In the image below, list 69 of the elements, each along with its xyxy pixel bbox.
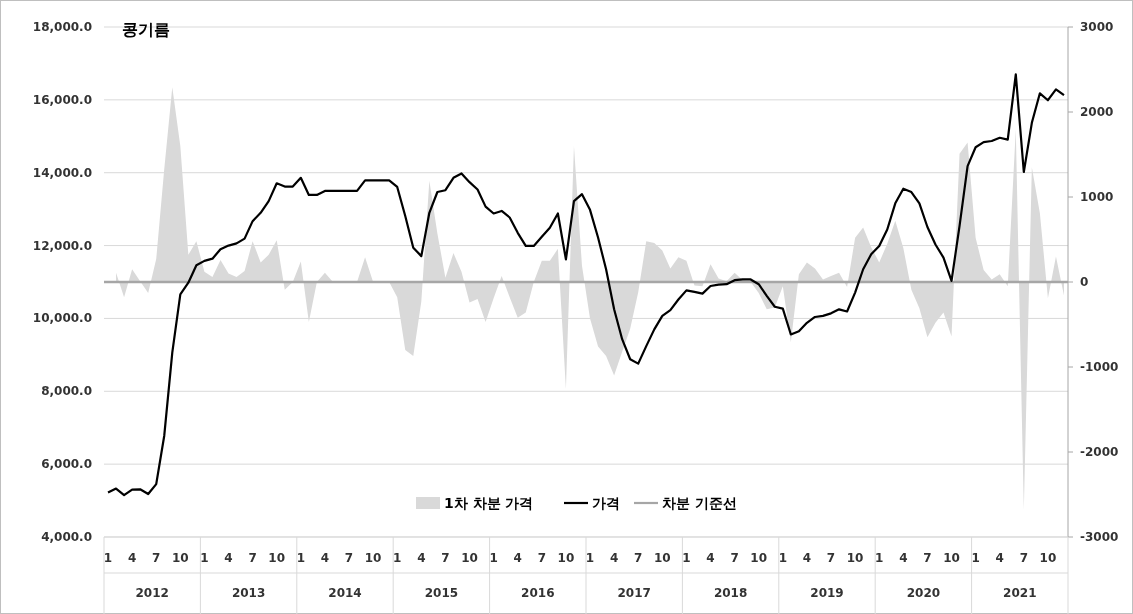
x-tick-label: 7 bbox=[248, 551, 257, 565]
x-tick-label: 1 bbox=[103, 551, 113, 565]
x-tick-label: 10 bbox=[268, 551, 286, 565]
x-tick-label: 4 bbox=[513, 551, 522, 565]
x-tick-label: 7 bbox=[826, 551, 836, 565]
x-tick-label: 1 bbox=[971, 551, 980, 565]
x-tick-label: 7 bbox=[441, 551, 450, 565]
x-tick-label: 1 bbox=[393, 551, 402, 565]
x-tick-label: 10 bbox=[171, 551, 189, 565]
x-tick-label: 7 bbox=[344, 551, 354, 565]
x-tick-label: 4 bbox=[224, 551, 233, 565]
x-tick-label: 10 bbox=[750, 551, 768, 565]
x-tick-label: 10 bbox=[653, 551, 671, 565]
y2-tick-label: 2000 bbox=[1080, 105, 1114, 119]
x-tick-label: 7 bbox=[730, 551, 739, 565]
text: 2016 bbox=[521, 586, 555, 600]
x-tick-label: 10 bbox=[943, 551, 960, 565]
y2-tick-label: 0 bbox=[1080, 275, 1089, 289]
x-tick-label: 10 bbox=[1039, 551, 1057, 565]
x-tick-label: 7 bbox=[152, 551, 161, 565]
x-tick-label: 1 bbox=[778, 551, 787, 565]
y-tick-label: 18,000.0 bbox=[32, 20, 92, 34]
y-tick-label: 8,000.0 bbox=[41, 384, 92, 399]
y2-tick-label: 1000 bbox=[1080, 190, 1114, 204]
x-tick-label: 7 bbox=[634, 551, 643, 565]
x-tick-label: 10 bbox=[461, 551, 478, 565]
y-tick-label: 4,000.0 bbox=[41, 530, 92, 544]
text: 2012 bbox=[135, 586, 169, 600]
y2-tick-label: -2000 bbox=[1080, 445, 1119, 459]
y2-tick-label: -3000 bbox=[1080, 530, 1119, 544]
x-tick-label: 4 bbox=[609, 551, 619, 565]
text: 2017 bbox=[617, 586, 651, 600]
text: 2014 bbox=[328, 586, 362, 600]
x-tick-label: 10 bbox=[557, 551, 575, 565]
x-tick-label: 1 bbox=[296, 551, 305, 565]
text: 2019 bbox=[810, 586, 844, 600]
x-tick-label: 10 bbox=[846, 551, 864, 565]
x-tick-label: 4 bbox=[899, 551, 908, 565]
y-tick-label: 6,000.0 bbox=[41, 457, 92, 472]
x-tick-label: 4 bbox=[995, 551, 1004, 565]
x-tick-label: 4 bbox=[706, 551, 715, 565]
x-tick-label: 1 bbox=[489, 551, 498, 565]
text: 2015 bbox=[424, 586, 459, 600]
x-tick-label: 10 bbox=[364, 551, 382, 565]
x-tick-label: 4 bbox=[802, 551, 812, 565]
x-tick-label: 1 bbox=[200, 551, 209, 565]
legend-label: 가격 bbox=[592, 495, 620, 511]
x-tick-label: 7 bbox=[537, 551, 546, 565]
x-tick-label: 4 bbox=[417, 551, 426, 565]
y-tick-label: 14,000.0 bbox=[32, 165, 92, 180]
legend-label: 1차 차분 가격 bbox=[444, 495, 534, 511]
text: 2013 bbox=[231, 586, 266, 600]
x-tick-label: 7 bbox=[923, 551, 932, 565]
text: 2021 bbox=[1003, 586, 1037, 600]
y-tick-label: 10,000.0 bbox=[32, 311, 92, 326]
y-tick-label: 12,000.0 bbox=[32, 238, 92, 253]
x-tick-label: 1 bbox=[585, 551, 595, 565]
x-tick-label: 7 bbox=[1019, 551, 1028, 565]
legend-label: 차분 기준선 bbox=[662, 495, 737, 511]
text: 2020 bbox=[906, 586, 941, 600]
x-tick-label: 4 bbox=[127, 551, 137, 565]
x-tick-label: 4 bbox=[320, 551, 330, 565]
text: 2018 bbox=[713, 586, 748, 600]
x-tick-label: 1 bbox=[875, 551, 884, 565]
x-tick-label: 1 bbox=[682, 551, 691, 565]
y-tick-label: 16,000.0 bbox=[32, 92, 92, 107]
y2-tick-label: 3000 bbox=[1080, 20, 1114, 34]
chart-title: 콩기름 bbox=[122, 20, 170, 39]
y2-tick-label: -1000 bbox=[1080, 360, 1119, 374]
